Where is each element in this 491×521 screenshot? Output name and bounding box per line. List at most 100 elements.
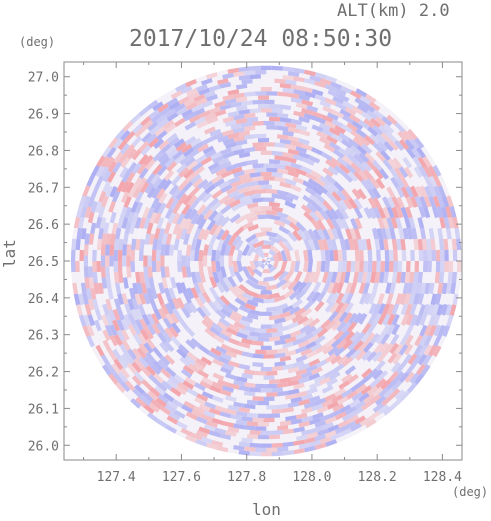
radar-cell [373,342,384,354]
radar-cell [294,271,303,283]
radar-cell [236,249,243,261]
radar-cell [375,133,387,144]
radar-cell [395,176,405,189]
radar-cell [392,157,403,169]
radar-cell [301,393,313,401]
radar-cell [268,201,281,208]
radar-cell [308,395,321,403]
radar-cell [423,303,431,316]
radar-cell [134,319,144,331]
radar-cell [325,191,337,202]
radar-cell [293,448,305,455]
radar-cell [422,354,432,366]
radar-cell [387,196,396,209]
radar-cell [124,130,136,142]
radar-cell [168,244,175,256]
radar-cell [227,360,240,368]
radar-cell [83,314,91,327]
radar-cell [235,376,248,383]
radar-cell [320,261,326,273]
radar-cell [338,311,349,323]
radar-cell [196,191,208,202]
radar-cell [198,110,211,119]
radar-cell [260,430,272,435]
radar-cell [410,249,415,261]
radar-cell [266,188,278,194]
radar-cell [254,210,267,216]
radar-cell [324,97,337,106]
radar-cell [355,331,366,343]
radar-cell [325,320,337,331]
radar-cell [102,146,112,158]
radar-cell [445,206,453,218]
radar-cell [186,222,195,235]
radar-cell [162,317,173,330]
radar-cell [235,161,248,168]
radar-cell [181,404,193,414]
radar-cell [311,201,323,212]
radar-cell [361,271,368,284]
radar-cell [208,430,221,438]
radar-cell [84,277,90,289]
radar-cell [185,434,197,443]
radar-cell [325,217,336,230]
radar-cell [284,313,297,322]
radar-cell [213,224,223,236]
radar-cell [371,261,377,273]
radar-cell [358,392,370,403]
radar-cell [347,373,359,384]
radar-cell [189,186,201,197]
radar-cell [328,141,341,151]
radar-cell [368,293,376,305]
radar-cell [148,277,155,289]
radar-cell [166,161,178,172]
radar-cell [285,393,297,400]
radar-cell [97,227,104,240]
radar-cell [211,189,223,200]
radar-cell [273,261,279,269]
radar-cell [130,238,137,251]
radar-cell [146,222,154,235]
radar-cell [382,303,391,316]
radar-cell [236,293,249,304]
radar-cell [400,206,409,219]
radar-cell [182,147,195,158]
radar-cell [319,376,331,386]
radar-cell [245,279,257,289]
radar-cell [140,282,148,294]
radar-cell [337,249,343,261]
radar-cell [354,415,366,425]
radar-cell [203,410,216,419]
radar-cell [312,412,324,420]
radar-cell [225,141,237,149]
radar-cell [147,255,152,267]
radar-cell [414,137,425,149]
radar-cell [212,155,224,164]
radar-cell [279,311,291,319]
radar-cell [156,217,165,229]
radar-cell [355,350,367,361]
radar-cell [380,132,392,143]
radar-cell [124,206,132,219]
radar-cell [102,339,112,352]
radar-cell [217,379,229,387]
radar-cell [241,198,253,207]
radar-cell [327,401,339,410]
radar-cell [230,414,242,421]
radar-cell [397,130,408,142]
radar-cell [337,419,350,429]
radar-cell [311,291,321,303]
radar-cell [139,318,149,331]
radar-cell [168,136,180,147]
radar-cell [412,156,422,168]
radar-cell [93,319,102,332]
radar-cell [241,266,251,278]
radar-cell [109,244,115,256]
radar-cell [155,187,166,200]
radar-cell [428,324,437,337]
radar-cell [96,261,101,273]
radar-cell [437,227,444,240]
y-tick-label: 26.6 [28,218,59,233]
radar-cell [304,69,316,77]
radar-cell [131,149,142,161]
